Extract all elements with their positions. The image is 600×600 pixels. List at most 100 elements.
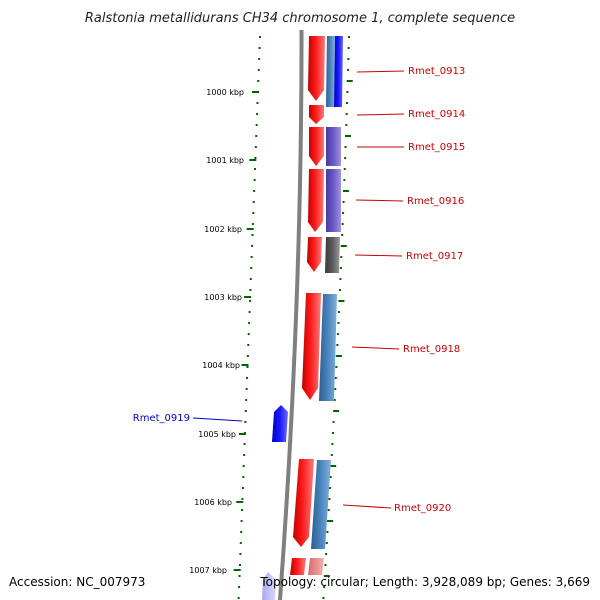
gc-dot (334, 377, 337, 379)
leader-rmet-0916 (355, 199, 404, 202)
feature-block (308, 558, 324, 575)
gc-dot (259, 36, 261, 38)
label-leaders (192, 70, 405, 509)
gene-arrow-next[interactable] (290, 558, 306, 575)
gc-dot (244, 410, 247, 412)
gc-dot (252, 201, 255, 203)
gc-dot (344, 135, 351, 137)
gc-dot (335, 366, 338, 368)
gc-dot (325, 542, 328, 544)
gene-arrow-rmet-0917[interactable] (307, 237, 322, 272)
gene-arrow-rmet-0918[interactable] (302, 293, 321, 400)
gc-dot (257, 69, 260, 71)
gc-dot (251, 245, 254, 247)
leader-rmet-0920 (342, 504, 392, 509)
gc-dot (330, 454, 333, 456)
gc-dot (251, 234, 254, 236)
gc-dot (242, 465, 245, 467)
gc-dot (253, 179, 256, 181)
gene-arrow-rmet-0920[interactable] (293, 459, 314, 547)
gene-arrow-partial[interactable] (262, 572, 276, 600)
feature-block (325, 237, 340, 273)
gc-dot (245, 388, 248, 390)
gc-dot (340, 256, 343, 258)
gc-dot (341, 223, 344, 225)
tick-label-1007: 1007 kbp (189, 566, 227, 575)
gc-dot (333, 410, 340, 412)
gc-dot (256, 113, 259, 115)
gc-dot (240, 531, 243, 533)
leader-rmet-0913 (356, 70, 405, 73)
gc-dot (331, 443, 334, 445)
gc-dot (238, 564, 241, 566)
gc-dot (337, 311, 340, 313)
gc-dot (327, 520, 334, 522)
gc-dot (334, 388, 337, 390)
gene-label-rmet-0920[interactable]: Rmet_0920 (394, 503, 451, 514)
gc-dot (345, 113, 348, 115)
gc-dot (257, 80, 260, 82)
gc-dot (332, 421, 335, 423)
feature-block (326, 36, 335, 107)
gene-label-rmet-0919[interactable]: Rmet_0919 (133, 413, 190, 424)
gc-dot (248, 300, 251, 302)
gc-dot (249, 289, 252, 291)
tick-label-1003: 1003 kbp (204, 293, 242, 302)
gc-dot (346, 102, 349, 104)
leader-rmet-0917 (354, 254, 403, 257)
gene-arrow-rmet-0916[interactable] (308, 169, 324, 232)
gene-block-rmet-0913-reverse (334, 36, 343, 107)
gc-dot (340, 245, 347, 247)
gc-dot (342, 190, 349, 192)
gc-dot (343, 179, 346, 181)
gc-dot (241, 509, 244, 511)
gene-label-rmet-0916[interactable]: Rmet_0916 (407, 196, 464, 207)
gc-dot (345, 124, 348, 126)
gc-dot (238, 575, 241, 577)
feature-block (311, 460, 331, 549)
gene-arrow-rmet-0913[interactable] (308, 36, 325, 101)
gc-dot (248, 322, 251, 324)
gc-dot (252, 212, 255, 214)
gene-arrow-rmet-0919[interactable] (272, 405, 288, 442)
gc-dot (255, 135, 258, 137)
tick-labels: 1000 kbp 1001 kbp 1002 kbp 1003 kbp 1004… (189, 88, 244, 575)
gc-dot (341, 234, 344, 236)
gc-dot (256, 91, 259, 93)
gc-dot (242, 476, 245, 478)
gene-label-rmet-0915[interactable]: Rmet_0915 (408, 142, 465, 153)
gene-labels: Rmet_0913 Rmet_0914 Rmet_0915 Rmet_0916 … (133, 66, 465, 514)
gene-label-rmet-0917[interactable]: Rmet_0917 (406, 251, 463, 262)
gc-dot (246, 355, 249, 357)
gc-dot (338, 289, 341, 291)
accession-text: Accession: NC_007973 (9, 575, 145, 589)
leader-rmet-0918 (351, 346, 400, 350)
gene-label-rmet-0913[interactable]: Rmet_0913 (408, 66, 465, 77)
gc-dot (344, 157, 347, 159)
gc-dot (244, 421, 247, 423)
gc-dot (342, 201, 345, 203)
gene-track (262, 36, 343, 600)
tick-marks (233, 91, 259, 571)
gc-dot (335, 355, 342, 357)
gc-dot (346, 91, 349, 93)
gc-dot (253, 168, 256, 170)
gene-label-rmet-0914[interactable]: Rmet_0914 (408, 109, 465, 120)
gc-dot (330, 465, 337, 467)
gc-dot (239, 553, 242, 555)
gc-dot (258, 58, 261, 60)
gc-dot (254, 157, 257, 159)
gc-dot (322, 597, 325, 599)
gc-dot (248, 311, 251, 313)
map-title: Ralstonia metallidurans CH34 chromosome … (85, 11, 515, 26)
gc-dot (323, 575, 330, 577)
gc-dot (338, 300, 345, 302)
gene-arrow-rmet-0914[interactable] (309, 105, 324, 124)
gc-dot (326, 531, 329, 533)
leader-rmet-0919 (192, 417, 243, 422)
gc-dot (346, 80, 353, 82)
gc-dot (347, 69, 350, 71)
gene-arrow-rmet-0915[interactable] (309, 127, 324, 166)
gc-dot (239, 542, 242, 544)
gene-label-rmet-0918[interactable]: Rmet_0918 (403, 344, 460, 355)
